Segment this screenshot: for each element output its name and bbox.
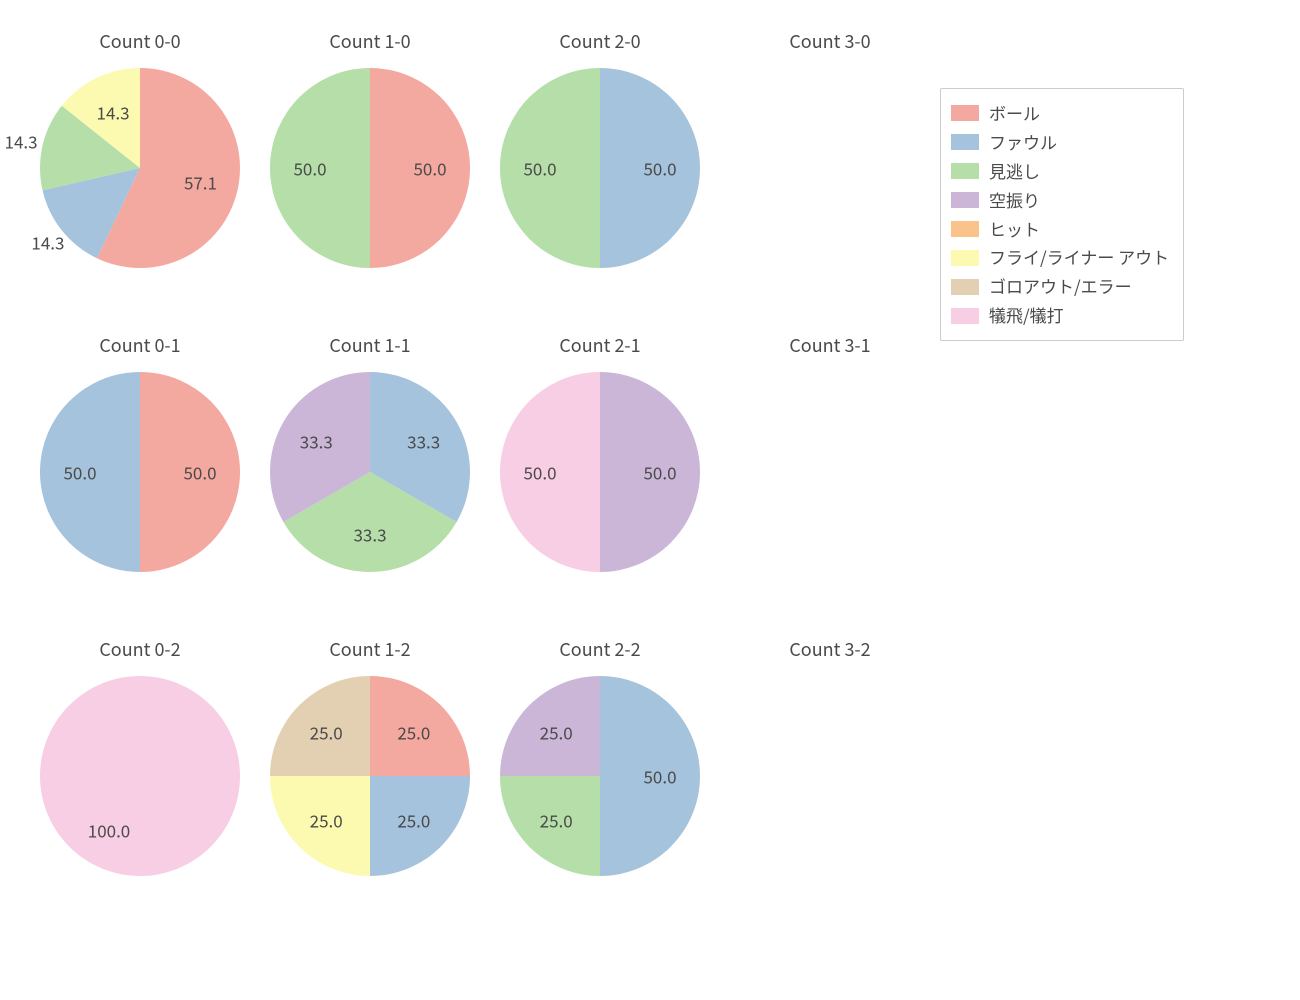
legend-swatch-foul [951,134,979,150]
pie-c10 [270,68,470,268]
chart-cell-c00: Count 0-0 57.114.314.314.3 [30,28,250,268]
legend-swatch-swing [951,192,979,208]
chart-title-c32: Count 3-2 [720,636,940,662]
legend-swatch-ground [951,279,979,295]
chart-title-c10: Count 1-0 [260,28,480,54]
chart-cell-c31: Count 3-1 [720,332,940,572]
slice-foul [40,372,140,572]
legend-row-ground: ゴロアウト/エラー [951,272,1169,301]
pie-wrap-c12: 25.025.025.025.0 [270,676,470,876]
pie-wrap-c00: 57.114.314.314.3 [40,68,240,268]
chart-cell-c22: Count 2-2 50.025.025.0 [490,636,710,876]
chart-cell-c10: Count 1-0 50.050.0 [260,28,480,268]
chart-cell-c11: Count 1-1 33.333.333.3 [260,332,480,572]
legend-row-looking: 見逃し [951,157,1169,186]
chart-title-c31: Count 3-1 [720,332,940,358]
chart-title-c11: Count 1-1 [260,332,480,358]
chart-title-c02: Count 0-2 [30,636,250,662]
chart-cell-c12: Count 1-2 25.025.025.025.0 [260,636,480,876]
legend-swatch-ball [951,105,979,121]
chart-cell-c21: Count 2-1 50.050.0 [490,332,710,572]
chart-title-c20: Count 2-0 [490,28,710,54]
pie-c00 [40,68,240,268]
legend-row-fly: フライ/ライナー アウト [951,243,1169,272]
chart-cell-c20: Count 2-0 50.050.0 [490,28,710,268]
legend-row-ball: ボール [951,99,1169,128]
legend-swatch-looking [951,163,979,179]
pie-wrap-c22: 50.025.025.0 [500,676,700,876]
pie-wrap-c31 [730,372,930,572]
pie-c20 [500,68,700,268]
pie-c30 [730,68,930,268]
chart-cell-c32: Count 3-2 [720,636,940,876]
slice-looking [500,776,600,876]
legend-label-ground: ゴロアウト/エラー [989,272,1132,301]
legend-label-sac: 犠飛/犠打 [989,301,1064,330]
chart-title-c01: Count 0-1 [30,332,250,358]
legend-swatch-sac [951,308,979,324]
pie-wrap-c30 [730,68,930,268]
pie-wrap-c21: 50.050.0 [500,372,700,572]
chart-cell-c01: Count 0-1 50.050.0 [30,332,250,572]
slice-swing [500,676,600,776]
slice-foul [600,676,700,876]
legend-swatch-fly [951,250,979,266]
legend-row-foul: ファウル [951,128,1169,157]
legend-label-swing: 空振り [989,186,1040,215]
slice-sac [40,676,240,876]
chart-title-c00: Count 0-0 [30,28,250,54]
pie-c11 [270,372,470,572]
pie-wrap-c20: 50.050.0 [500,68,700,268]
chart-title-c22: Count 2-2 [490,636,710,662]
slice-ball [140,372,240,572]
pie-c21 [500,372,700,572]
slice-foul [600,68,700,268]
pie-wrap-c02: 100.0 [40,676,240,876]
legend-label-looking: 見逃し [989,157,1040,186]
chart-title-c12: Count 1-2 [260,636,480,662]
legend-label-fly: フライ/ライナー アウト [989,243,1169,272]
pie-c12 [270,676,470,876]
slice-foul [370,776,470,876]
pie-wrap-c10: 50.050.0 [270,68,470,268]
legend-row-hit: ヒット [951,215,1169,244]
slice-sac [500,372,600,572]
slice-ball [370,68,470,268]
legend-label-ball: ボール [989,99,1040,128]
legend: ボールファウル見逃し空振りヒットフライ/ライナー アウトゴロアウト/エラー犠飛/… [940,88,1184,341]
pie-wrap-c32 [730,676,930,876]
slice-looking [270,68,370,268]
slice-ground [270,676,370,776]
chart-cell-c30: Count 3-0 [720,28,940,268]
legend-label-foul: ファウル [989,128,1057,157]
chart-canvas: Count 0-0 57.114.314.314.3 Count 1-0 50.050… [0,0,1300,1000]
legend-swatch-hit [951,221,979,237]
pie-c31 [730,372,930,572]
legend-row-swing: 空振り [951,186,1169,215]
pie-c01 [40,372,240,572]
slice-fly [270,776,370,876]
slice-label-looking: 14.3 [5,129,38,154]
chart-cell-c02: Count 0-2 100.0 [30,636,250,876]
chart-title-c30: Count 3-0 [720,28,940,54]
legend-row-sac: 犠飛/犠打 [951,301,1169,330]
slice-ball [370,676,470,776]
chart-title-c21: Count 2-1 [490,332,710,358]
pie-wrap-c01: 50.050.0 [40,372,240,572]
legend-label-hit: ヒット [989,215,1040,244]
pie-c02 [40,676,240,876]
pie-c32 [730,676,930,876]
pie-wrap-c11: 33.333.333.3 [270,372,470,572]
pie-c22 [500,676,700,876]
slice-swing [600,372,700,572]
slice-looking [500,68,600,268]
